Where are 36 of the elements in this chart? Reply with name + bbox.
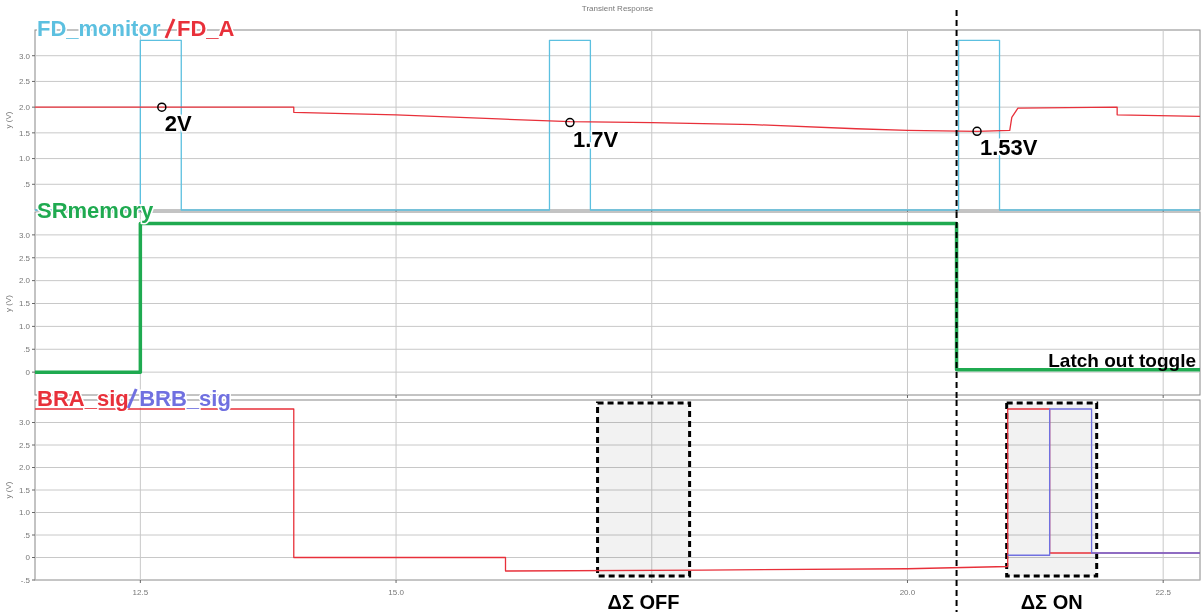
- y-tick-label: -.5: [20, 575, 31, 585]
- y-tick-label: 2.0: [18, 102, 31, 112]
- y-tick-label: 2.0: [18, 463, 31, 473]
- y-axis-title: y (V): [4, 111, 13, 129]
- series-label: BRA_sig: [37, 386, 129, 411]
- y-tick-label: 0: [25, 367, 31, 377]
- y-tick-label: 1.0: [18, 508, 31, 518]
- x-tick-label: 12.5: [132, 588, 149, 597]
- y-tick-label: 1.5: [18, 299, 31, 309]
- y-tick-label: 1.0: [18, 154, 31, 164]
- chart-title: Transient Response: [581, 4, 654, 13]
- x-tick-label: 20.0: [899, 588, 916, 597]
- series-label: FD_monitor: [37, 16, 161, 41]
- y-tick-label: 3.0: [18, 418, 31, 428]
- band-label: ΔΣ ON: [1020, 591, 1083, 613]
- y-axis-title: y (V): [4, 294, 13, 312]
- y-tick-label: 3.0: [18, 51, 31, 61]
- y-tick-label: 1.5: [18, 485, 31, 495]
- y-tick-label: 0: [25, 553, 31, 563]
- y-tick-label: 2.5: [18, 253, 31, 263]
- y-tick-label: .5: [23, 530, 31, 540]
- y-tick-label: 2.5: [18, 77, 31, 87]
- y-tick-label: 2.0: [18, 276, 31, 286]
- annotation: Latch out toggle: [1048, 350, 1196, 371]
- y-axis-title: y (V): [4, 481, 13, 499]
- x-tick-label: 15.0: [388, 588, 405, 597]
- legend-label: FD_A: [177, 16, 235, 41]
- y-tick-label: 1.0: [18, 322, 31, 332]
- y-tick-label: .5: [23, 180, 31, 190]
- legend-label: BRB_sig: [139, 386, 231, 411]
- y-tick-label: .5: [23, 345, 31, 355]
- band-label: ΔΣ OFF: [607, 591, 680, 613]
- y-tick-label: 1.5: [18, 128, 31, 138]
- x-tick-label: 22.5: [1155, 588, 1172, 597]
- y-tick-label: 2.5: [18, 440, 31, 450]
- y-tick-label: 3.0: [18, 230, 31, 240]
